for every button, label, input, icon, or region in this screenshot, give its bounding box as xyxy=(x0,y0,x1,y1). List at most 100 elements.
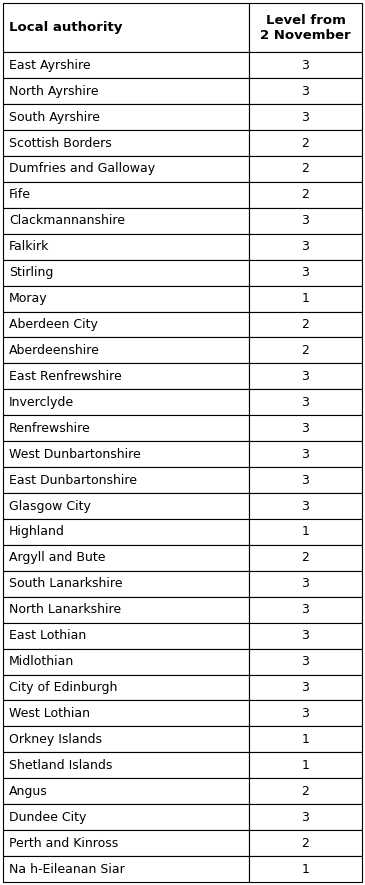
Text: 2: 2 xyxy=(301,163,310,175)
Bar xyxy=(3,156,249,182)
Bar xyxy=(249,727,362,752)
Bar xyxy=(249,830,362,856)
Bar xyxy=(249,571,362,596)
Text: 3: 3 xyxy=(301,58,310,72)
Text: Aberdeenshire: Aberdeenshire xyxy=(9,344,100,357)
Text: Renfrewshire: Renfrewshire xyxy=(9,422,91,435)
Text: Glasgow City: Glasgow City xyxy=(9,499,91,512)
Text: Midlothian: Midlothian xyxy=(9,655,74,668)
Text: 2: 2 xyxy=(301,551,310,565)
Text: 3: 3 xyxy=(301,811,310,824)
Text: 3: 3 xyxy=(301,111,310,124)
Text: East Ayrshire: East Ayrshire xyxy=(9,58,91,72)
Text: Moray: Moray xyxy=(9,292,47,305)
Bar xyxy=(249,596,362,623)
Bar xyxy=(3,856,249,882)
Bar xyxy=(3,804,249,830)
Bar xyxy=(249,78,362,104)
Text: 2: 2 xyxy=(301,836,310,850)
Text: 3: 3 xyxy=(301,422,310,435)
Text: 1: 1 xyxy=(301,863,310,875)
Bar xyxy=(3,442,249,467)
Bar xyxy=(249,337,362,364)
Text: 3: 3 xyxy=(301,85,310,97)
Bar xyxy=(249,182,362,208)
Bar xyxy=(3,208,249,234)
Bar xyxy=(3,571,249,596)
Text: Local authority: Local authority xyxy=(9,21,122,35)
Text: West Dunbartonshire: West Dunbartonshire xyxy=(9,448,141,461)
Bar xyxy=(249,259,362,286)
Text: Aberdeen City: Aberdeen City xyxy=(9,318,98,331)
Text: Argyll and Bute: Argyll and Bute xyxy=(9,551,105,565)
Bar xyxy=(3,78,249,104)
Text: Stirling: Stirling xyxy=(9,266,53,279)
Text: Fife: Fife xyxy=(9,189,31,202)
Text: Dumfries and Galloway: Dumfries and Galloway xyxy=(9,163,155,175)
Bar xyxy=(249,778,362,804)
Text: 3: 3 xyxy=(301,499,310,512)
Bar xyxy=(249,752,362,778)
Text: Shetland Islands: Shetland Islands xyxy=(9,758,112,772)
Bar xyxy=(3,364,249,389)
Text: Highland: Highland xyxy=(9,526,65,538)
Text: 1: 1 xyxy=(301,526,310,538)
Bar xyxy=(3,830,249,856)
Bar xyxy=(249,234,362,259)
Bar xyxy=(3,286,249,312)
Bar xyxy=(3,727,249,752)
Bar xyxy=(3,493,249,519)
Bar xyxy=(3,312,249,337)
Bar xyxy=(249,701,362,727)
Bar xyxy=(249,52,362,78)
Bar xyxy=(3,519,249,545)
Bar xyxy=(249,364,362,389)
Text: 3: 3 xyxy=(301,577,310,590)
Bar xyxy=(249,130,362,156)
Text: Falkirk: Falkirk xyxy=(9,240,49,253)
Bar xyxy=(3,415,249,442)
Text: 3: 3 xyxy=(301,655,310,668)
Text: South Lanarkshire: South Lanarkshire xyxy=(9,577,123,590)
Text: 3: 3 xyxy=(301,370,310,383)
Text: 2: 2 xyxy=(301,136,310,150)
Text: 2: 2 xyxy=(301,318,310,331)
Bar xyxy=(249,649,362,674)
Text: North Lanarkshire: North Lanarkshire xyxy=(9,604,121,616)
Text: 3: 3 xyxy=(301,266,310,279)
Text: Dundee City: Dundee City xyxy=(9,811,87,824)
Text: West Lothian: West Lothian xyxy=(9,707,90,720)
Text: East Renfrewshire: East Renfrewshire xyxy=(9,370,122,383)
Text: 2: 2 xyxy=(301,785,310,797)
Text: 3: 3 xyxy=(301,473,310,487)
Text: 2: 2 xyxy=(301,344,310,357)
Bar xyxy=(249,519,362,545)
Bar xyxy=(3,752,249,778)
Bar xyxy=(249,156,362,182)
Bar xyxy=(3,649,249,674)
Bar xyxy=(249,286,362,312)
Text: 3: 3 xyxy=(301,448,310,461)
Bar xyxy=(3,623,249,649)
Text: 1: 1 xyxy=(301,733,310,746)
Bar xyxy=(3,389,249,415)
Bar xyxy=(3,259,249,286)
Text: East Dunbartonshire: East Dunbartonshire xyxy=(9,473,137,487)
Bar xyxy=(3,596,249,623)
Bar xyxy=(249,856,362,882)
Text: 3: 3 xyxy=(301,629,310,643)
Text: Clackmannanshire: Clackmannanshire xyxy=(9,214,125,227)
Bar xyxy=(3,3,249,52)
Bar xyxy=(3,778,249,804)
Text: 1: 1 xyxy=(301,758,310,772)
Text: Angus: Angus xyxy=(9,785,48,797)
Bar xyxy=(3,182,249,208)
Text: 3: 3 xyxy=(301,707,310,720)
Text: 3: 3 xyxy=(301,396,310,409)
Text: Orkney Islands: Orkney Islands xyxy=(9,733,102,746)
Bar xyxy=(249,415,362,442)
Bar xyxy=(249,467,362,493)
Text: East Lothian: East Lothian xyxy=(9,629,86,643)
Text: Scottish Borders: Scottish Borders xyxy=(9,136,112,150)
Text: 3: 3 xyxy=(301,214,310,227)
